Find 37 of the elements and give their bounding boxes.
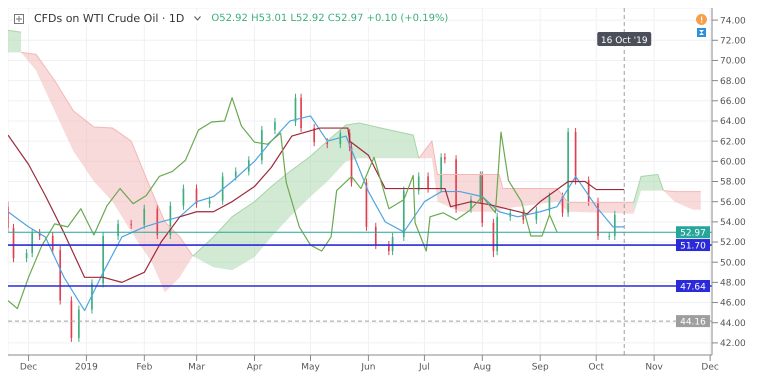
text: O52.92 H53.01 L52.92 C52.97 +0.10 (+0.19%) — [211, 13, 448, 24]
ref-line-label: 52.97 — [680, 228, 706, 239]
y-tick-label: 74.00 — [720, 16, 746, 26]
y-tick-label: 68.00 — [720, 76, 746, 87]
y-tick-label: 52.00 — [720, 238, 746, 248]
x-tick-label: Oct — [588, 362, 604, 372]
x-tick-label: Nov — [645, 362, 664, 372]
y-tick-label: 50.00 — [720, 258, 746, 268]
x-tick-label: May — [301, 362, 320, 372]
x-tick-label: 2019 — [74, 362, 98, 372]
x-tick-label: Dec — [701, 362, 719, 372]
x-tick-label: Jul — [418, 362, 430, 372]
y-tick-label: 66.00 — [720, 96, 746, 107]
x-tick-label: Sep — [532, 362, 549, 372]
chart-title: CFDs on WTI Crude Oil · 1D — [34, 12, 184, 25]
y-tick-label: 56.00 — [720, 198, 746, 208]
ref-line-label: 16 Oct '19 — [600, 36, 648, 46]
x-tick-label: Jun — [360, 362, 376, 372]
y-tick-label: 48.00 — [720, 278, 746, 289]
y-tick-label: 64.00 — [720, 117, 746, 128]
y-tick-label: 60.00 — [720, 158, 746, 168]
x-tick-label: Mar — [188, 362, 206, 372]
x-tick-label: Dec — [20, 362, 38, 372]
y-tick-label: 62.00 — [720, 137, 746, 148]
y-tick-label: 44.00 — [720, 318, 746, 329]
ref-line-label: 44.16 — [680, 318, 706, 328]
x-tick-label: Feb — [136, 362, 153, 372]
ref-line-label: 51.70 — [680, 242, 706, 252]
x-tick-label: Apr — [246, 362, 263, 372]
x-tick-label: Aug — [474, 362, 492, 372]
y-tick-label: 70.00 — [720, 56, 746, 67]
y-tick-label: 58.00 — [720, 178, 746, 188]
y-tick-label: 54.00 — [720, 218, 746, 228]
ref-line-label: 47.64 — [680, 282, 706, 293]
y-tick-label: 46.00 — [720, 298, 746, 309]
y-tick-label: 42.00 — [720, 339, 746, 350]
y-tick-label: 72.00 — [720, 36, 746, 46]
